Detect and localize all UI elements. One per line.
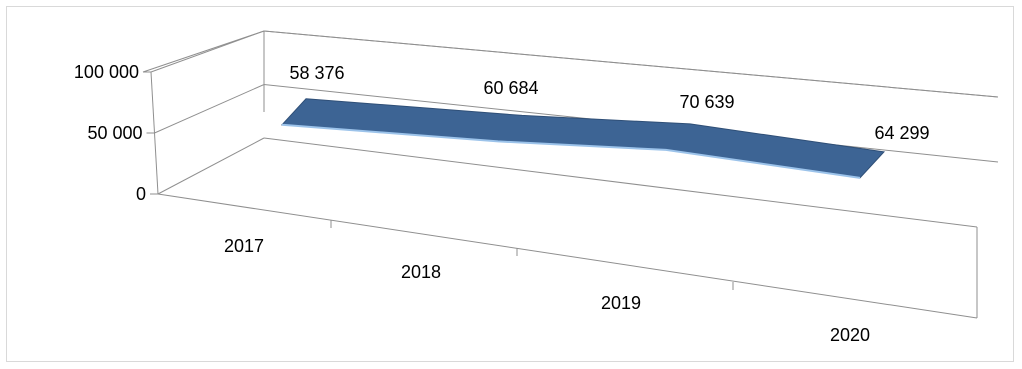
y-tick-label: 0	[136, 184, 146, 204]
x-tick-label: 2019	[601, 293, 641, 313]
y-tick-label: 50 000	[87, 123, 142, 143]
area-series	[280, 98, 886, 179]
y-tick-label: 100 000	[74, 62, 139, 82]
chart-walls	[142, 30, 999, 195]
x-tick-label: 2017	[224, 236, 264, 256]
chart-frame	[6, 6, 1014, 362]
y-axis-ticks: 0 50 000 100 000	[74, 62, 158, 204]
data-label: 70 639	[679, 92, 734, 112]
x-axis-ticks: 2017 2018 2019 2020	[224, 220, 870, 345]
data-labels: 58 376 60 684 70 639 64 299	[289, 63, 929, 143]
data-label: 64 299	[874, 123, 929, 143]
x-tick-label: 2018	[401, 262, 441, 282]
x-tick-label: 2020	[830, 325, 870, 345]
data-label: 58 376	[289, 63, 344, 83]
side-wall-floor-edge	[157, 137, 265, 195]
floor-front-edge	[157, 193, 978, 319]
area-front-edge	[281, 123, 861, 179]
floor-back-edge	[263, 137, 978, 228]
chart-floor	[157, 137, 978, 319]
gridline	[150, 30, 999, 98]
area-ribbon	[280, 98, 886, 179]
data-label: 60 684	[483, 78, 538, 98]
